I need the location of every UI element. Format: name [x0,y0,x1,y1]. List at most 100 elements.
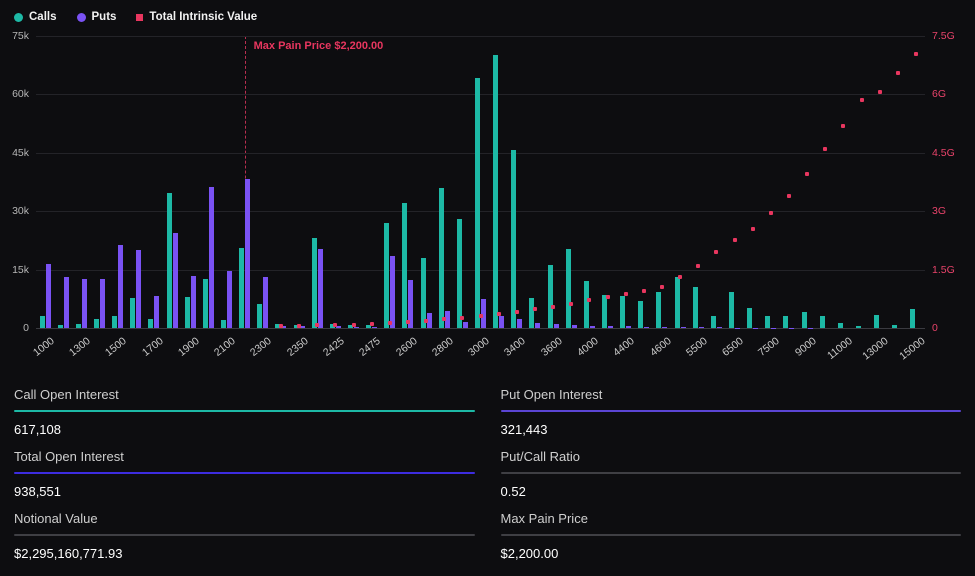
call-bar[interactable] [202,278,208,328]
put-bar[interactable] [390,255,396,328]
call-bar[interactable] [583,280,589,328]
intrinsic-value-dot[interactable] [424,319,429,323]
intrinsic-value-dot[interactable] [623,291,628,296]
intrinsic-value-dot[interactable] [478,314,483,319]
put-bar[interactable] [63,276,69,328]
put-bar[interactable] [354,326,359,328]
put-bar[interactable] [444,310,450,328]
put-bar[interactable] [680,326,686,328]
put-bar[interactable] [227,271,232,328]
call-bar[interactable] [148,318,154,328]
intrinsic-value-dot[interactable] [696,263,701,268]
put-bar[interactable] [698,327,704,328]
put-bar[interactable] [408,279,414,328]
put-bar[interactable] [99,279,105,328]
call-bar[interactable] [765,315,771,328]
put-bar[interactable] [553,324,559,328]
call-bar[interactable] [166,193,172,328]
call-bar[interactable] [184,296,190,328]
intrinsic-value-dot[interactable] [460,315,465,320]
call-bar[interactable] [656,292,662,328]
call-bar[interactable] [420,257,426,328]
intrinsic-value-dot[interactable] [750,226,755,231]
intrinsic-value-dot[interactable] [805,172,810,177]
call-bar[interactable] [837,323,843,328]
call-bar[interactable] [547,264,553,328]
intrinsic-value-dot[interactable] [496,311,501,316]
call-bar[interactable] [438,187,444,328]
put-bar[interactable] [299,326,305,328]
put-bar[interactable] [608,326,613,328]
call-bar[interactable] [710,316,716,328]
call-bar[interactable] [384,222,390,328]
call-bar[interactable] [819,316,825,328]
call-bar[interactable] [511,150,517,328]
call-bar[interactable] [602,294,607,328]
put-bar[interactable] [263,276,269,328]
call-bar[interactable] [39,316,45,328]
call-bar[interactable] [456,219,462,328]
intrinsic-value-dot[interactable] [877,90,882,95]
call-bar[interactable] [57,324,63,328]
call-bar[interactable] [692,286,698,328]
put-bar[interactable] [335,326,341,328]
put-bar[interactable] [644,326,650,328]
call-bar[interactable] [475,78,480,328]
intrinsic-value-dot[interactable] [442,317,447,322]
intrinsic-value-dot[interactable] [659,285,664,290]
intrinsic-value-dot[interactable] [405,320,410,325]
call-bar[interactable] [402,202,408,328]
call-bar[interactable] [293,324,299,328]
put-bar[interactable] [589,325,595,328]
call-bar[interactable] [366,324,372,328]
intrinsic-value-dot[interactable] [913,51,918,56]
intrinsic-value-dot[interactable] [841,123,846,128]
put-bar[interactable] [281,325,287,328]
intrinsic-value-dot[interactable] [678,275,683,280]
put-bar[interactable] [426,313,432,328]
call-bar[interactable] [801,311,807,328]
call-bar[interactable] [638,300,644,328]
put-bar[interactable] [45,263,51,328]
call-bar[interactable] [275,324,281,328]
put-bar[interactable] [662,326,668,328]
call-bar[interactable] [892,324,898,328]
call-bar[interactable] [783,316,789,328]
put-bar[interactable] [372,326,378,328]
call-bar[interactable] [674,277,680,328]
put-bar[interactable] [716,327,722,328]
put-bar[interactable] [136,249,142,328]
call-bar[interactable] [93,319,99,328]
call-bar[interactable] [311,237,317,328]
call-bar[interactable] [729,292,734,328]
put-bar[interactable] [481,299,486,328]
put-bar[interactable] [81,278,87,328]
call-bar[interactable] [348,324,353,328]
put-bar[interactable] [154,296,160,328]
intrinsic-value-dot[interactable] [859,98,864,103]
intrinsic-value-dot[interactable] [768,211,773,216]
call-bar[interactable] [112,316,118,328]
put-bar[interactable] [172,233,178,328]
intrinsic-value-dot[interactable] [278,324,283,329]
call-bar[interactable] [75,324,81,328]
intrinsic-value-dot[interactable] [714,250,719,255]
intrinsic-value-dot[interactable] [387,321,392,326]
put-bar[interactable] [317,248,323,328]
intrinsic-value-dot[interactable] [532,307,537,312]
intrinsic-value-dot[interactable] [732,238,737,243]
intrinsic-value-dot[interactable] [605,294,610,299]
legend-item-puts[interactable]: Puts [76,11,116,23]
call-bar[interactable] [221,320,226,328]
call-bar[interactable] [565,249,571,328]
intrinsic-value-dot[interactable] [514,309,519,314]
intrinsic-value-dot[interactable] [823,146,828,151]
call-bar[interactable] [529,298,535,328]
legend-item-calls[interactable]: Calls [14,11,57,23]
intrinsic-value-dot[interactable] [641,289,646,294]
call-bar[interactable] [239,247,245,328]
put-bar[interactable] [208,187,214,328]
intrinsic-value-dot[interactable] [315,323,320,328]
call-bar[interactable] [874,314,880,328]
put-bar[interactable] [626,326,632,328]
